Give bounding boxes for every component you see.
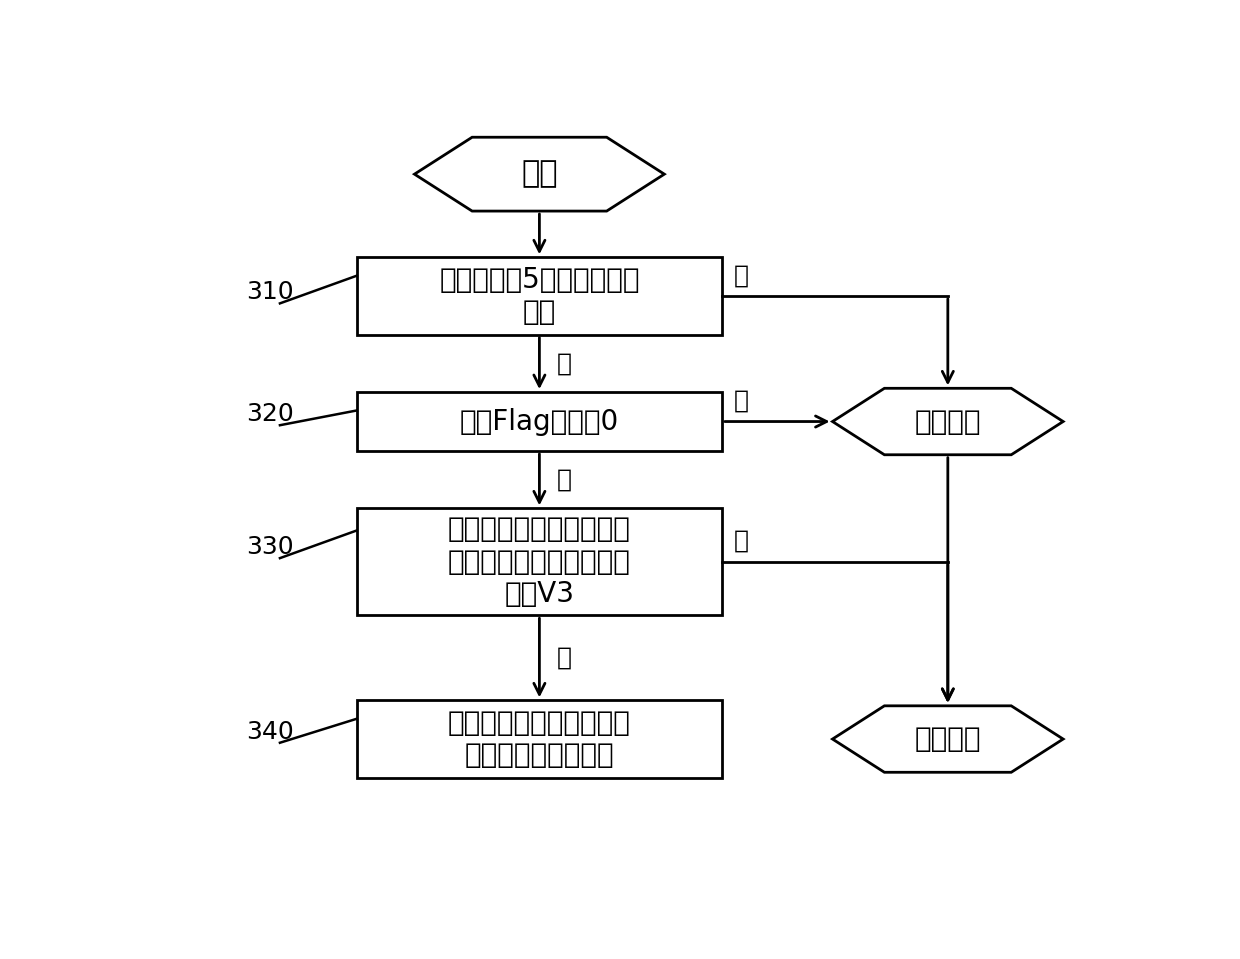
Text: 330: 330 [247, 535, 294, 559]
Text: 否: 否 [734, 388, 749, 412]
Text: 是: 是 [734, 263, 749, 287]
Text: 判断是否前5次充电均提前
结束: 判断是否前5次充电均提前 结束 [439, 266, 640, 326]
Text: 根据记录的单体电池号对
该单体电池进行均衡: 根据记录的单体电池号对 该单体电池进行均衡 [448, 709, 631, 769]
Text: 检测Flag是否为0: 检测Flag是否为0 [460, 408, 619, 435]
Polygon shape [414, 137, 665, 211]
Bar [357, 508, 722, 616]
Text: 放电: 放电 [521, 159, 558, 189]
Bar [357, 257, 722, 335]
Text: 320: 320 [247, 402, 294, 426]
Text: 310: 310 [247, 280, 294, 304]
Polygon shape [832, 706, 1063, 772]
Text: 均衡结束: 均衡结束 [915, 725, 981, 753]
Text: 是: 是 [557, 468, 572, 492]
Bar [357, 392, 722, 451]
Text: 否: 否 [557, 351, 572, 375]
Polygon shape [832, 388, 1063, 455]
Text: 首次充电: 首次充电 [915, 408, 981, 435]
Bar [357, 700, 722, 778]
Text: 检测是否电池组中若干个
单体电池的电压均大于或
等于V3: 检测是否电池组中若干个 单体电池的电压均大于或 等于V3 [448, 515, 631, 608]
Text: 是: 是 [557, 645, 572, 669]
Text: 否: 否 [734, 529, 749, 553]
Text: 340: 340 [247, 719, 294, 743]
